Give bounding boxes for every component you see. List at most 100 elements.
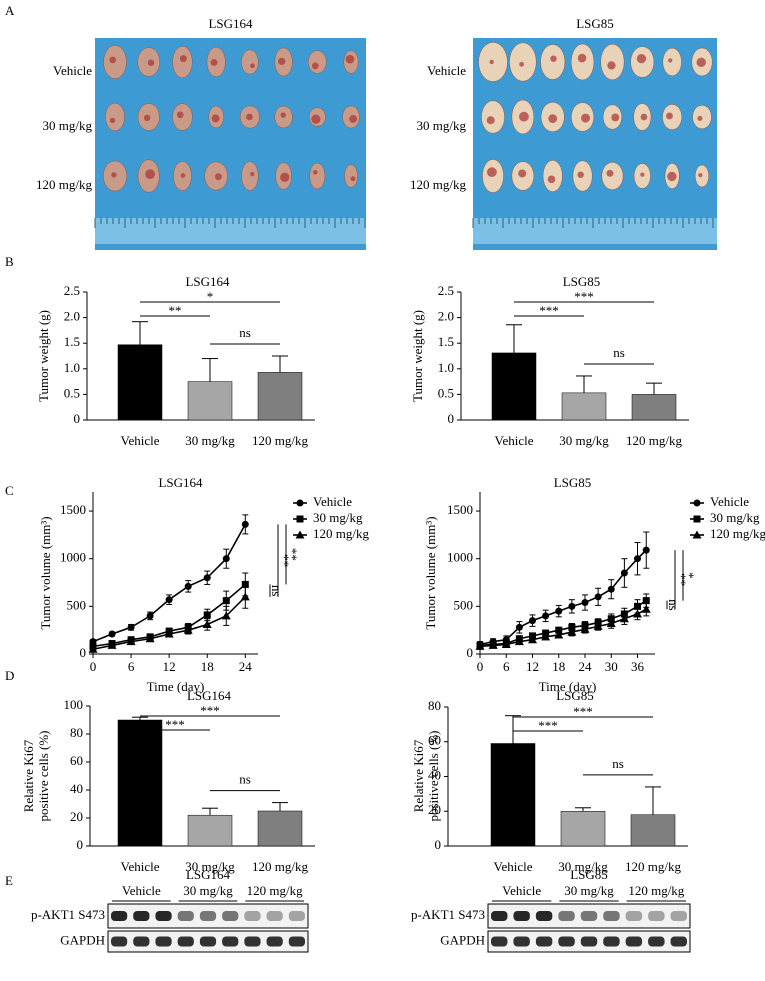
row-label: Vehicle bbox=[53, 63, 92, 78]
y-tick-label: 0 bbox=[435, 837, 442, 852]
y-tick-label: 2.5 bbox=[64, 283, 80, 298]
row-label: p-AKT1 S473 bbox=[411, 907, 485, 922]
significance-label: ns bbox=[613, 345, 625, 360]
tumor-spot bbox=[577, 171, 584, 179]
blot-band bbox=[222, 936, 239, 947]
blot-band bbox=[111, 911, 128, 921]
blot-band bbox=[603, 911, 620, 921]
bar bbox=[490, 743, 536, 847]
tumor-spot bbox=[667, 171, 677, 182]
group-label: Vehicle bbox=[122, 883, 161, 898]
row-label: p-AKT1 S473 bbox=[31, 907, 105, 922]
x-tick-label: 12 bbox=[526, 659, 539, 674]
blot-band bbox=[558, 911, 575, 921]
marker bbox=[606, 619, 616, 628]
marker bbox=[567, 627, 577, 636]
x-tick-label: 120 mg/kg bbox=[625, 859, 681, 874]
tumor-spot bbox=[109, 56, 117, 64]
y-tick-label: 1.0 bbox=[64, 360, 80, 375]
marker bbox=[203, 574, 211, 582]
blot-band bbox=[177, 936, 194, 947]
tumor-spot bbox=[145, 169, 156, 180]
x-tick-label: 30 mg/kg bbox=[185, 433, 235, 448]
tumor-spot bbox=[696, 57, 706, 68]
y-tick-label: 0 bbox=[77, 837, 84, 852]
ruler bbox=[473, 218, 717, 244]
x-tick-label: 24 bbox=[239, 659, 253, 674]
tumor bbox=[662, 47, 682, 77]
y-axis-label: Tumor weight (g) bbox=[410, 310, 425, 402]
marker bbox=[202, 619, 212, 628]
tumor-spot bbox=[345, 54, 355, 64]
blot-band bbox=[648, 936, 665, 947]
tumor-spot bbox=[214, 173, 222, 181]
marker bbox=[593, 621, 603, 630]
x-tick-label: 30 mg/kg bbox=[558, 859, 608, 874]
legend-label: Vehicle bbox=[313, 494, 352, 509]
group-label: 120 mg/kg bbox=[247, 883, 303, 898]
y-axis-label: positive cells (%) bbox=[426, 731, 441, 822]
marker bbox=[145, 634, 155, 643]
bar bbox=[560, 811, 606, 847]
legend-label: Vehicle bbox=[710, 494, 749, 509]
x-tick-label: Vehicle bbox=[495, 433, 534, 448]
significance-label: ns bbox=[239, 325, 251, 340]
tumor-spot bbox=[519, 61, 525, 67]
y-tick-label: 2.5 bbox=[438, 283, 454, 298]
row-label: 30 mg/kg bbox=[43, 118, 93, 133]
marker bbox=[619, 614, 629, 623]
bar bbox=[630, 814, 676, 847]
x-tick-label: Vehicle bbox=[121, 859, 160, 874]
marker bbox=[514, 637, 524, 646]
x-tick-label: 120 mg/kg bbox=[626, 433, 682, 448]
bar bbox=[491, 352, 537, 421]
y-axis-label: positive cells (%) bbox=[36, 731, 51, 822]
panel-label: B bbox=[5, 254, 14, 269]
y-tick-label: 60 bbox=[428, 733, 441, 748]
bar bbox=[257, 810, 303, 847]
x-tick-label: 6 bbox=[503, 659, 510, 674]
blot-band bbox=[535, 911, 553, 921]
blot-band bbox=[670, 936, 687, 947]
tumor-spot bbox=[489, 59, 494, 65]
marker bbox=[501, 639, 511, 648]
x-tick-label: 30 mg/kg bbox=[559, 433, 609, 448]
y-tick-label: 2.0 bbox=[438, 309, 454, 324]
blot-band bbox=[155, 936, 172, 947]
marker bbox=[146, 612, 154, 620]
y-tick-label: 40 bbox=[428, 767, 441, 782]
blot-band bbox=[288, 936, 305, 947]
blot-band bbox=[199, 936, 217, 947]
significance-label: *** bbox=[200, 703, 220, 718]
x-tick-label: Vehicle bbox=[494, 859, 533, 874]
x-axis-label: Time (day) bbox=[539, 679, 597, 694]
x-tick-label: 18 bbox=[201, 659, 214, 674]
blot-band bbox=[648, 911, 665, 921]
tumor bbox=[241, 49, 259, 75]
chart-title: LSG85 bbox=[563, 274, 601, 289]
legend-label: 30 mg/kg bbox=[313, 510, 363, 525]
marker bbox=[607, 585, 615, 593]
tumor-spot bbox=[666, 112, 673, 120]
marker bbox=[183, 625, 193, 634]
blot-band bbox=[244, 936, 261, 947]
x-tick-label: 30 bbox=[605, 659, 618, 674]
y-tick-label: 100 bbox=[64, 697, 84, 712]
significance-label: ns bbox=[269, 585, 284, 597]
photo-title: LSG85 bbox=[576, 16, 614, 31]
tumor-spot bbox=[519, 111, 529, 122]
x-tick-label: 12 bbox=[163, 659, 176, 674]
blot-band bbox=[288, 911, 305, 921]
y-tick-label: 1500 bbox=[447, 502, 473, 517]
marker bbox=[633, 609, 642, 618]
chart-title: LSG164 bbox=[158, 475, 203, 490]
bar bbox=[117, 344, 163, 421]
tumor-spot bbox=[179, 55, 187, 63]
y-tick-label: 0.5 bbox=[64, 385, 80, 400]
blot-band bbox=[580, 936, 598, 947]
tumor-spot bbox=[176, 111, 184, 119]
significance-label: ** bbox=[674, 573, 689, 586]
significance-label: *** bbox=[574, 289, 594, 304]
marker bbox=[88, 644, 98, 653]
